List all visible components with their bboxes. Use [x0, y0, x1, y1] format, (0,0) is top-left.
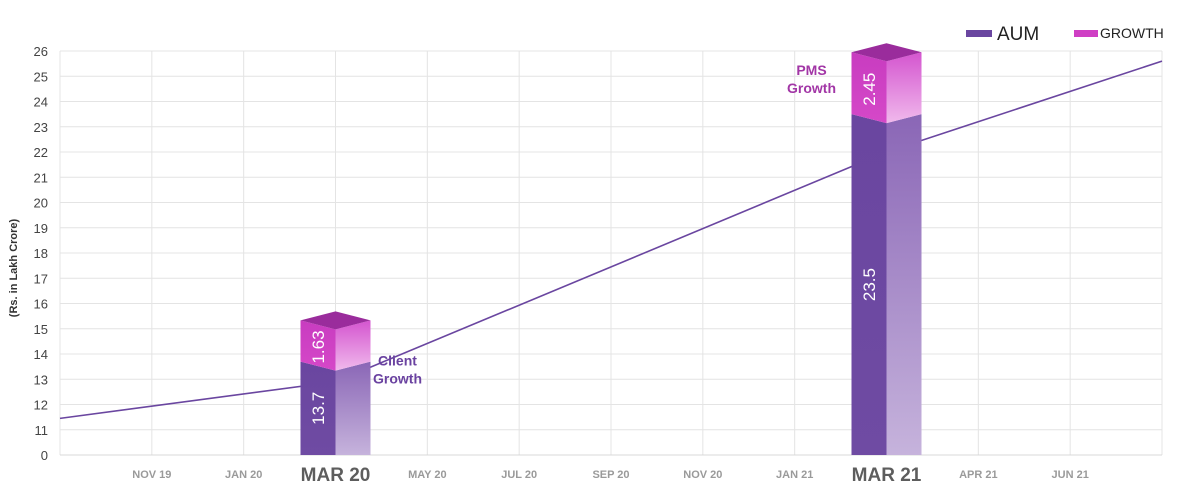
y-tick-label: 23	[34, 120, 48, 135]
data-label-growth: 2.45	[860, 73, 879, 106]
x-tick-label: JAN 20	[225, 469, 262, 481]
data-label-aum: 23.5	[860, 268, 879, 301]
x-tick-label: JAN 21	[776, 469, 813, 481]
y-tick-label: 22	[34, 145, 48, 160]
legend: AUM GROWTH	[966, 24, 1164, 45]
axis-layer: 0 11 12 13 14 15 16 17 18 19 20 21 22 23 24 25 26 NOV 19 J…	[8, 44, 1162, 486]
label-layer: 13.7 1.63 23.5 2.45 Client Growth PMS Growth	[309, 62, 879, 425]
y-tick-label: 12	[34, 398, 48, 413]
y-tick-label: 0	[41, 448, 48, 463]
y-tick-label: 25	[34, 69, 48, 84]
x-tick-label: SEP 20	[592, 469, 629, 481]
bar-top-cap	[851, 43, 922, 62]
bar-aum-front	[300, 361, 336, 455]
bar-growth-side	[886, 52, 922, 124]
y-tick-label: 13	[34, 372, 48, 387]
x-tick-label: MAR 20	[301, 465, 371, 486]
y-tick-label: 26	[34, 44, 48, 59]
bar-growth-front	[851, 52, 887, 124]
x-tick-label: APR 21	[959, 469, 998, 481]
bar-mar-21	[851, 43, 922, 455]
x-tick-label: MAY 20	[408, 469, 447, 481]
legend-aum-label: AUM	[997, 24, 1039, 45]
x-tick-label: NOV 20	[683, 469, 722, 481]
y-tick-label: 21	[34, 170, 48, 185]
bar-aum-front	[851, 114, 887, 455]
annotation-line1: PMS	[796, 62, 826, 78]
y-tick-label: 11	[35, 423, 49, 438]
annotation-line2: Growth	[787, 80, 836, 96]
y-tick-label: 20	[34, 196, 48, 211]
annotation-line2: Growth	[373, 370, 422, 386]
legend-growth-swatch	[1074, 30, 1098, 37]
grid-layer	[59, 50, 1163, 456]
legend-growth-label: GROWTH	[1100, 25, 1164, 41]
y-tick-label: 17	[34, 271, 48, 286]
x-tick-label: JUL 20	[501, 469, 537, 481]
y-tick-label: 14	[34, 347, 48, 362]
y-axis-title: (Rs. in Lakh Crore)	[8, 218, 20, 317]
y-tick-label: 24	[34, 95, 48, 110]
x-tick-label: NOV 19	[132, 469, 171, 481]
bar-aum-side	[335, 361, 371, 455]
y-tick-label: 19	[34, 221, 48, 236]
line-layer	[59, 60, 1163, 420]
legend-aum-swatch	[966, 30, 992, 37]
y-tick-label: 18	[34, 246, 48, 261]
bar-mar-20	[300, 311, 371, 455]
bar-growth-side	[335, 320, 371, 371]
annotation-line1: Client	[378, 352, 417, 368]
data-label-aum: 13.7	[309, 392, 328, 425]
y-tick-label: 15	[34, 322, 48, 337]
trend-line	[59, 60, 1163, 420]
bar-top-cap	[300, 311, 371, 330]
bar-layer	[300, 43, 922, 455]
x-tick-label: JUN 21	[1052, 469, 1089, 481]
bar-growth-front	[300, 320, 336, 371]
y-tick-label: 16	[34, 297, 48, 312]
data-label-growth: 1.63	[309, 330, 328, 363]
x-tick-label: MAR 21	[852, 465, 922, 486]
bar-aum-side	[886, 114, 922, 455]
